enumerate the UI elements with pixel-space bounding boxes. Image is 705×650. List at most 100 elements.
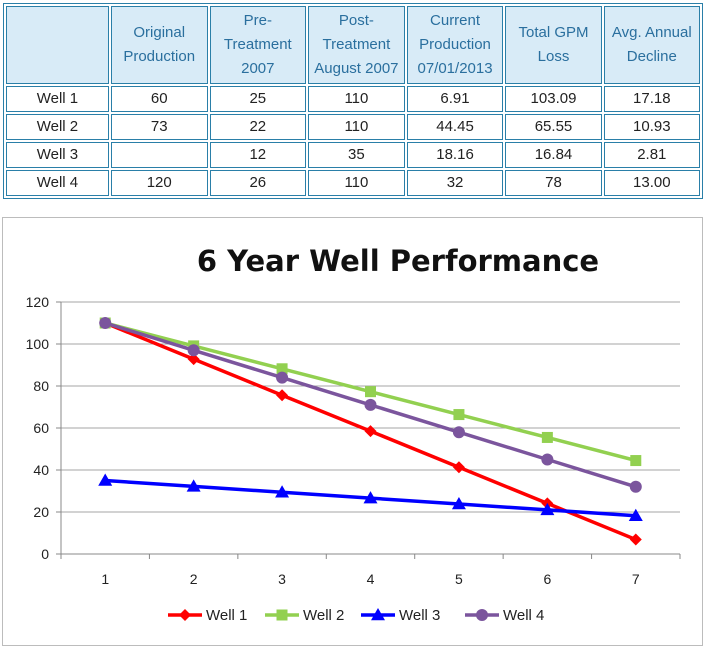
legend-item: Well 4 xyxy=(465,607,544,624)
data-point xyxy=(276,389,288,401)
data-point xyxy=(542,432,553,443)
table-cell: 10.93 xyxy=(604,114,700,140)
header-text-line: Loss xyxy=(538,48,570,65)
legend-label: Well 2 xyxy=(303,607,344,624)
header-text-line: Treatment xyxy=(224,36,292,53)
data-point xyxy=(365,386,376,397)
legend-label: Well 4 xyxy=(503,607,544,624)
table-cell: 65.55 xyxy=(505,114,601,140)
table-cell: 17.18 xyxy=(604,86,700,112)
data-point xyxy=(630,534,642,546)
data-point xyxy=(453,426,465,438)
table-cell: 78 xyxy=(505,170,601,196)
table-row: Well 2 73 22 110 44.45 65.55 10.93 xyxy=(6,114,700,140)
well-data-table-container: Original Production Pre- Treatment 2007 Post-… xyxy=(3,3,703,199)
chart-frame: 6 Year Well Performance 0 20 40 60 80 100 120 1… xyxy=(2,217,703,646)
row-label-cell: Well 1 xyxy=(6,86,109,112)
y-tick-label: 40 xyxy=(33,462,49,478)
table-cell: 120 xyxy=(111,170,208,196)
x-tick-label: 7 xyxy=(632,571,640,587)
table-cell: 110 xyxy=(308,170,405,196)
legend-item: Well 1 xyxy=(168,607,247,624)
well-performance-line-chart: 6 Year Well Performance 0 20 40 60 80 100 120 1… xyxy=(3,218,702,645)
data-point xyxy=(630,455,641,466)
y-tick-label: 100 xyxy=(26,336,50,352)
header-text-line: Total GPM xyxy=(518,24,588,41)
table-row: Well 1 60 25 110 6.91 103.09 17.18 xyxy=(6,86,700,112)
data-point xyxy=(453,461,465,473)
legend-marker xyxy=(277,610,288,621)
header-text-line: Current xyxy=(430,12,480,29)
data-point xyxy=(453,409,464,420)
table-cell: 12 xyxy=(210,142,307,168)
y-tick-label: 120 xyxy=(26,294,50,310)
table-header-cell: Avg. Annual Decline xyxy=(604,6,700,84)
legend-label: Well 3 xyxy=(399,607,440,624)
y-tick-label: 0 xyxy=(41,546,49,562)
table-cell: 60 xyxy=(111,86,208,112)
table-header-corner xyxy=(6,6,109,84)
row-label-cell: Well 4 xyxy=(6,170,109,196)
x-tick-label: 1 xyxy=(101,571,109,587)
legend-item: Well 3 xyxy=(361,607,440,624)
series-well-2 xyxy=(100,318,642,467)
legend-marker xyxy=(179,609,191,621)
table-cell: 103.09 xyxy=(505,86,601,112)
y-tick-label: 80 xyxy=(33,378,49,394)
x-tick-label: 5 xyxy=(455,571,463,587)
data-point xyxy=(188,344,200,356)
header-text-line: Decline xyxy=(627,48,677,65)
table-cell: 2.81 xyxy=(604,142,700,168)
x-tick-label: 3 xyxy=(278,571,286,587)
table-header-cell: Current Production 07/01/2013 xyxy=(407,6,504,84)
table-cell: 18.16 xyxy=(407,142,504,168)
header-text-line: 2007 xyxy=(241,60,274,77)
table-row: Well 4 120 26 110 32 78 13.00 xyxy=(6,170,700,196)
y-tick-label: 20 xyxy=(33,504,49,520)
header-text-line: Avg. Annual xyxy=(612,24,692,41)
table-header-row: Original Production Pre- Treatment 2007 Post-… xyxy=(6,6,700,84)
x-tick-label: 6 xyxy=(543,571,551,587)
table-cell: 32 xyxy=(407,170,504,196)
header-text-line: Pre- xyxy=(244,12,272,29)
well-data-table: Original Production Pre- Treatment 2007 Post-… xyxy=(3,3,703,199)
header-text-line: Production xyxy=(123,48,195,65)
header-text-line: Post- xyxy=(339,12,374,29)
table-header-cell: Post- Treatment August 2007 xyxy=(308,6,405,84)
legend-item: Well 2 xyxy=(265,607,344,624)
header-text-line: Production xyxy=(419,36,491,53)
data-point xyxy=(365,425,377,437)
table-header-cell: Pre- Treatment 2007 xyxy=(210,6,307,84)
table-body: Well 1 60 25 110 6.91 103.09 17.18 Well 2 73 22 11… xyxy=(6,86,700,196)
table-header-cell: Original Production xyxy=(111,6,208,84)
x-tick-label: 4 xyxy=(367,571,375,587)
table-cell: 73 xyxy=(111,114,208,140)
header-text-line: August 2007 xyxy=(314,60,398,77)
legend-label: Well 1 xyxy=(206,607,247,624)
x-tick-label: 2 xyxy=(190,571,198,587)
data-point xyxy=(541,454,553,466)
data-point xyxy=(276,372,288,384)
table-header-cell: Total GPM Loss xyxy=(505,6,601,84)
table-cell: 35 xyxy=(308,142,405,168)
chart-title: 6 Year Well Performance xyxy=(197,244,599,278)
legend-marker xyxy=(476,609,488,621)
header-text-line: Original xyxy=(133,24,185,41)
y-tick-label: 60 xyxy=(33,420,49,436)
table-cell: 25 xyxy=(210,86,307,112)
table-cell: 13.00 xyxy=(604,170,700,196)
table-cell: 6.91 xyxy=(407,86,504,112)
data-point xyxy=(99,317,111,329)
table-cell: 44.45 xyxy=(407,114,504,140)
series-well-3 xyxy=(98,474,643,522)
table-cell: 16.84 xyxy=(505,142,601,168)
row-label-cell: Well 2 xyxy=(6,114,109,140)
table-cell: 26 xyxy=(210,170,307,196)
table-cell: 22 xyxy=(210,114,307,140)
header-text-line: Treatment xyxy=(322,36,390,53)
row-label-cell: Well 3 xyxy=(6,142,109,168)
table-cell: 110 xyxy=(308,114,405,140)
data-point xyxy=(365,399,377,411)
header-text-line: 07/01/2013 xyxy=(417,60,492,77)
data-point xyxy=(630,481,642,493)
